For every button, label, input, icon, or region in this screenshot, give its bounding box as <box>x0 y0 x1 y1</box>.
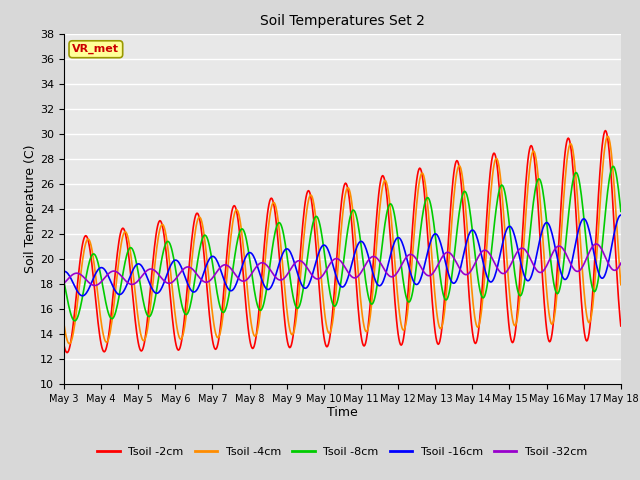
Text: VR_met: VR_met <box>72 44 119 54</box>
Tsoil -16cm <box>566 265 574 271</box>
Tsoil -4cm <box>335 258 342 264</box>
Tsoil -16cm <box>207 254 215 260</box>
Tsoil -8cm <box>617 208 625 214</box>
Line: Tsoil -8cm: Tsoil -8cm <box>64 166 621 321</box>
Tsoil -2cm <box>335 232 342 238</box>
Tsoil -32cm <box>183 264 191 270</box>
Tsoil -2cm <box>183 288 191 294</box>
Tsoil -2cm <box>63 350 71 356</box>
Line: Tsoil -32cm: Tsoil -32cm <box>64 244 621 286</box>
Line: Tsoil -2cm: Tsoil -2cm <box>64 131 621 353</box>
Tsoil -16cm <box>389 244 397 250</box>
Tsoil -8cm <box>389 204 397 210</box>
Tsoil -32cm <box>444 250 451 255</box>
Tsoil -16cm <box>335 280 342 286</box>
Tsoil -8cm <box>335 293 342 299</box>
Legend: Tsoil -2cm, Tsoil -4cm, Tsoil -8cm, Tsoil -16cm, Tsoil -32cm: Tsoil -2cm, Tsoil -4cm, Tsoil -8cm, Tsoi… <box>93 442 592 461</box>
Tsoil -2cm <box>207 326 215 332</box>
Tsoil -16cm <box>617 212 625 218</box>
Tsoil -4cm <box>604 133 611 139</box>
X-axis label: Time: Time <box>327 407 358 420</box>
Tsoil -4cm <box>389 232 397 238</box>
Line: Tsoil -16cm: Tsoil -16cm <box>64 215 621 296</box>
Tsoil -32cm <box>335 256 342 262</box>
Tsoil -8cm <box>566 194 574 200</box>
Tsoil -32cm <box>389 274 397 279</box>
Tsoil -8cm <box>444 295 451 301</box>
Tsoil -32cm <box>60 280 68 286</box>
Tsoil -4cm <box>566 141 574 146</box>
Tsoil -16cm <box>183 279 191 285</box>
Tsoil -4cm <box>444 276 451 282</box>
Tsoil -8cm <box>609 163 617 169</box>
Tsoil -2cm <box>444 251 451 256</box>
Tsoil -2cm <box>566 143 574 148</box>
Tsoil -16cm <box>79 293 86 299</box>
Tsoil -8cm <box>183 312 191 317</box>
Tsoil -2cm <box>617 323 625 329</box>
Tsoil -32cm <box>592 241 600 247</box>
Tsoil -4cm <box>207 297 215 303</box>
Tsoil -2cm <box>389 268 397 274</box>
Tsoil -32cm <box>566 261 574 266</box>
Line: Tsoil -4cm: Tsoil -4cm <box>64 136 621 344</box>
Tsoil -32cm <box>617 260 625 266</box>
Tsoil -4cm <box>60 322 68 327</box>
Tsoil -4cm <box>65 341 73 347</box>
Tsoil -4cm <box>183 306 191 312</box>
Tsoil -8cm <box>71 318 79 324</box>
Tsoil -2cm <box>60 342 68 348</box>
Y-axis label: Soil Temperature (C): Soil Temperature (C) <box>24 144 37 273</box>
Tsoil -8cm <box>207 251 215 257</box>
Tsoil -32cm <box>91 283 99 288</box>
Tsoil -32cm <box>207 277 215 283</box>
Tsoil -2cm <box>602 128 609 133</box>
Tsoil -8cm <box>60 279 68 285</box>
Title: Soil Temperatures Set 2: Soil Temperatures Set 2 <box>260 14 425 28</box>
Tsoil -4cm <box>617 282 625 288</box>
Tsoil -16cm <box>444 268 451 274</box>
Tsoil -16cm <box>60 268 68 274</box>
